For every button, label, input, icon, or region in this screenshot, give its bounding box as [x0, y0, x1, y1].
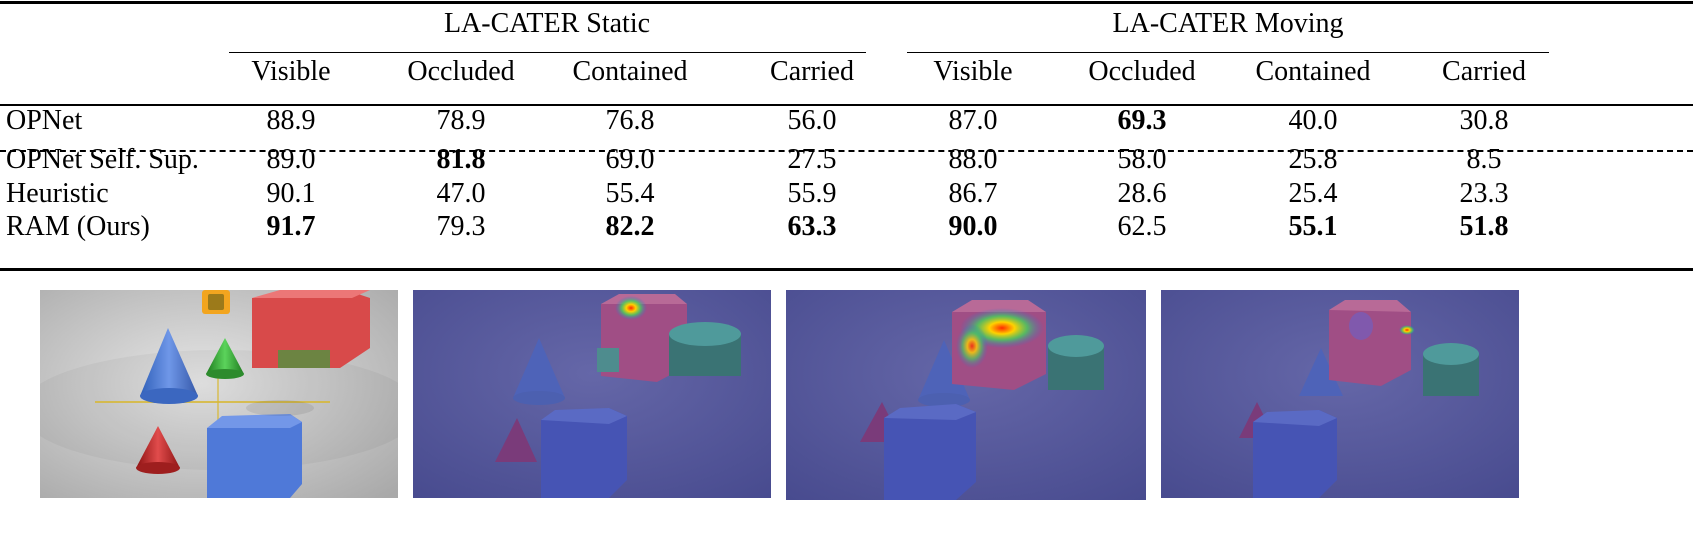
scene-frame-image	[40, 290, 398, 498]
attention-map-1-image	[413, 290, 771, 498]
table-cell: 30.8	[1459, 105, 1509, 136]
table-cell: 23.3	[1459, 178, 1509, 209]
attention-map-3-image	[1161, 290, 1519, 498]
table-cell: 69.0	[605, 144, 655, 175]
row-label: RAM (Ours)	[6, 211, 150, 242]
table-cell: 56.0	[787, 105, 837, 136]
column-header: Contained	[572, 56, 688, 87]
table-cell: 89.0	[266, 144, 316, 175]
table-cell: 47.0	[436, 178, 486, 209]
column-header: Visible	[933, 56, 1013, 87]
table-cell: 81.8	[436, 144, 486, 175]
table-cell: 90.0	[948, 211, 998, 242]
row-label: OPNet Self. Sup.	[6, 144, 199, 175]
attention-map-2-image	[786, 290, 1146, 500]
table-cell: 58.0	[1117, 144, 1167, 175]
dashed-separator	[0, 150, 1693, 152]
column-header: Contained	[1255, 56, 1371, 87]
table-cell: 76.8	[605, 105, 655, 136]
column-header: Visible	[251, 56, 331, 87]
group-title-moving: LA-CATER Moving	[1112, 8, 1344, 39]
table-cell: 51.8	[1459, 211, 1509, 242]
row-label: OPNet	[6, 105, 83, 136]
table-cell: 79.3	[436, 211, 486, 242]
group-title-static: LA-CATER Static	[443, 8, 651, 39]
table-cell: 27.5	[787, 144, 837, 175]
table-cell: 87.0	[948, 105, 998, 136]
table-cell: 90.1	[266, 178, 316, 209]
table-cell: 8.5	[1466, 144, 1502, 175]
table-cell: 62.5	[1117, 211, 1167, 242]
table-cell: 25.4	[1288, 178, 1338, 209]
bottom-rule	[0, 268, 1693, 271]
group-rule-static	[229, 52, 866, 53]
table-cell: 69.3	[1117, 105, 1167, 136]
header-rule	[0, 104, 1693, 106]
column-header: Occluded	[407, 56, 515, 87]
table-cell: 40.0	[1288, 105, 1338, 136]
table-cell: 86.7	[948, 178, 998, 209]
row-label: Heuristic	[6, 178, 109, 209]
column-header: Occluded	[1088, 56, 1196, 87]
table-cell: 78.9	[436, 105, 486, 136]
table-cell: 55.4	[605, 178, 655, 209]
table-cell: 91.7	[266, 211, 316, 242]
top-rule	[0, 1, 1693, 4]
table-cell: 82.2	[605, 211, 655, 242]
table-cell: 88.9	[266, 105, 316, 136]
column-header: Carried	[770, 56, 854, 87]
group-rule-moving	[907, 52, 1549, 53]
table-cell: 25.8	[1288, 144, 1338, 175]
table-cell: 63.3	[787, 211, 837, 242]
table-cell: 28.6	[1117, 178, 1167, 209]
results-table: LA-CATER Static LA-CATER Moving Visible O…	[0, 1, 1693, 271]
table-cell: 88.0	[948, 144, 998, 175]
table-cell: 55.9	[787, 178, 837, 209]
column-header: Carried	[1442, 56, 1526, 87]
table-cell: 55.1	[1288, 211, 1338, 242]
